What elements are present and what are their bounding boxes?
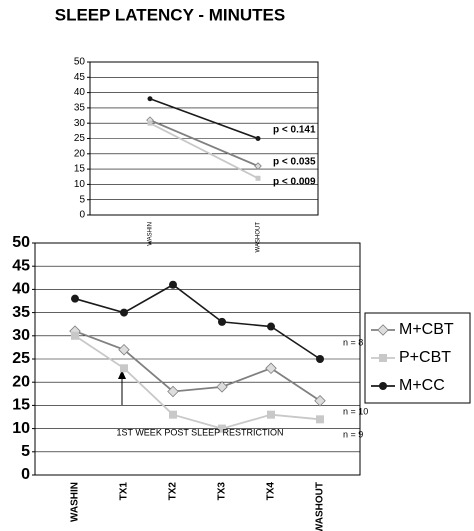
y-tick-label: 50 bbox=[74, 57, 86, 68]
y-tick-label: 50 bbox=[12, 234, 30, 251]
y-tick-label: 5 bbox=[79, 194, 85, 205]
y-tick-label: 40 bbox=[12, 281, 30, 298]
y-tick-label: 10 bbox=[74, 179, 86, 190]
marker bbox=[267, 410, 275, 419]
y-tick-label: 20 bbox=[74, 148, 86, 159]
legend-label: M+CC bbox=[399, 377, 445, 394]
annotation: n = 10 bbox=[343, 406, 368, 416]
y-tick-label: 45 bbox=[12, 257, 30, 274]
chart-title: SLEEP LATENCY - MINUTES bbox=[55, 5, 285, 24]
marker bbox=[267, 322, 275, 331]
y-tick-label: 5 bbox=[21, 443, 30, 460]
series-line bbox=[149, 97, 259, 140]
series-line bbox=[149, 122, 259, 180]
x-tick-label: WASHIN bbox=[70, 482, 81, 522]
y-tick-label: 15 bbox=[12, 397, 30, 414]
y-tick-label: 45 bbox=[74, 72, 86, 83]
annotation: p < 0.035 bbox=[273, 157, 316, 168]
y-tick-label: 0 bbox=[21, 466, 30, 483]
y-tick-label: 10 bbox=[12, 420, 30, 437]
marker bbox=[120, 364, 128, 373]
annotation: n = 9 bbox=[343, 429, 363, 439]
x-tick-label: TX2 bbox=[168, 482, 179, 501]
x-tick-label: WASHIN bbox=[148, 222, 154, 246]
series-line bbox=[74, 335, 321, 430]
arrow-head bbox=[118, 370, 126, 379]
x-tick-label: TX4 bbox=[266, 482, 277, 501]
marker bbox=[71, 294, 79, 303]
x-tick-label: TX3 bbox=[217, 482, 228, 501]
annotation: 1ST WEEK POST SLEEP RESTRICTION bbox=[116, 427, 283, 437]
x-tick-label: TX1 bbox=[119, 482, 130, 501]
annotation: n = 8 bbox=[343, 337, 363, 347]
legend-label: P+CBT bbox=[399, 349, 451, 366]
marker bbox=[254, 162, 262, 170]
marker bbox=[169, 280, 177, 289]
series-line bbox=[74, 283, 321, 360]
marker bbox=[169, 410, 177, 419]
series-line bbox=[74, 330, 321, 402]
marker bbox=[314, 394, 326, 407]
marker bbox=[147, 96, 153, 102]
y-tick-label: 35 bbox=[12, 304, 30, 321]
plot-frame bbox=[89, 61, 319, 216]
y-tick-label: 40 bbox=[74, 87, 86, 98]
marker bbox=[118, 343, 130, 356]
marker bbox=[71, 331, 79, 340]
y-tick-label: 30 bbox=[74, 118, 86, 129]
legend-marker bbox=[377, 324, 389, 336]
marker bbox=[147, 120, 153, 126]
y-tick-label: 20 bbox=[12, 373, 30, 390]
y-tick-label: 25 bbox=[74, 133, 86, 144]
marker bbox=[255, 175, 261, 181]
marker bbox=[167, 385, 179, 398]
legend-label: M+CBT bbox=[399, 321, 454, 338]
legend-marker bbox=[379, 382, 387, 390]
marker bbox=[218, 424, 226, 433]
marker bbox=[265, 362, 277, 375]
y-tick-label: 0 bbox=[79, 210, 85, 221]
y-tick-label: 35 bbox=[74, 103, 86, 114]
x-tick-label: WASHOUT bbox=[256, 222, 262, 253]
y-tick-label: 30 bbox=[12, 327, 30, 344]
legend-marker bbox=[379, 354, 387, 362]
marker bbox=[218, 317, 226, 326]
x-tick-label: WASHOUT bbox=[315, 482, 326, 531]
marker bbox=[316, 355, 324, 363]
marker bbox=[216, 381, 228, 393]
annotation: p < 0.009 bbox=[273, 177, 316, 188]
annotation: p < 0.141 bbox=[273, 125, 316, 136]
marker bbox=[316, 415, 324, 424]
y-tick-label: 15 bbox=[74, 164, 86, 175]
y-tick-label: 25 bbox=[12, 350, 30, 367]
series-line bbox=[149, 119, 259, 167]
plot-frame bbox=[34, 242, 361, 476]
marker bbox=[255, 136, 261, 141]
marker bbox=[120, 308, 128, 317]
